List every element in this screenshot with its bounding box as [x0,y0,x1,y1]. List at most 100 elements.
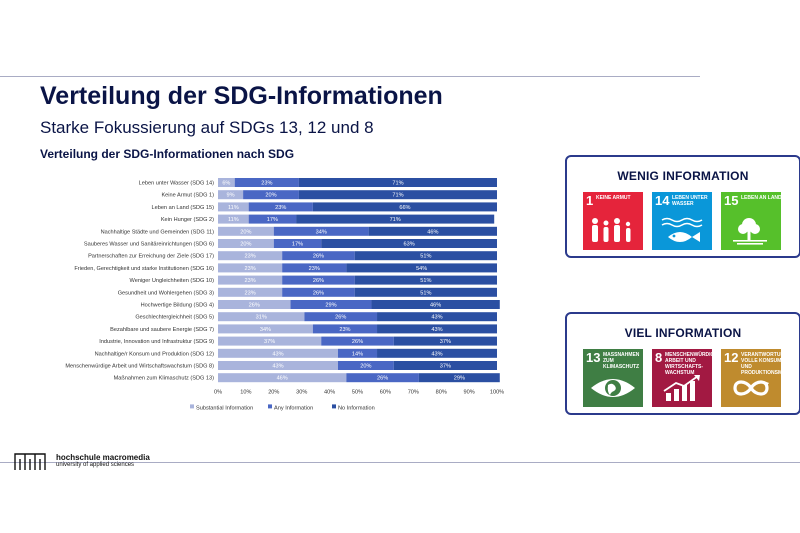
bar-segment [354,287,497,297]
data-label: 46% [427,229,438,235]
sdg-tile-number: 13 [586,350,601,365]
data-label: 26% [313,290,324,296]
data-label: 51% [420,290,431,296]
sdg-tile-label: MASSNAHMEN ZUM KLIMASCHUTZ [603,352,640,370]
bar-segment [282,251,355,261]
category-label: Weniger Ungleichheiten (SDG 10) [130,278,215,284]
sdg-tile-label: KEINE ARMUT [596,195,631,201]
logo-subtitle: university of applied sciences [56,462,135,468]
data-label: 11% [228,217,239,223]
bar-segment [290,300,372,309]
data-label: 66% [399,205,410,211]
sdg-tile-label: VERANTWORTUNGS-VOLLE KONSUM- UND PRODUKT… [741,352,800,376]
bar-segment [304,312,378,322]
slide-subtitle: Starke Fokussierung auf SDGs 13, 12 und … [40,118,374,137]
bar-segment [218,300,291,309]
viel-information-title: VIEL INFORMATION [624,326,742,340]
chart-title: Verteilung der SDG-Informationen nach SD… [40,147,295,161]
bar-segment [218,287,283,297]
category-label: Gesundheit und Wohlergehen (SDG 3) [118,290,214,296]
bar-segment [354,275,497,285]
data-label: 43% [431,315,442,321]
x-tick-label: 100% [490,389,504,395]
category-label: Menschenwürdige Arbeit und Wirtschaftswa… [65,364,214,370]
data-label: 37% [440,364,451,370]
data-label: 26% [352,339,363,345]
legend-swatch [268,404,272,409]
data-label: 26% [313,278,324,284]
sdg-tile-13: 13 MASSNAHMEN ZUM KLIMASCHUTZ [583,349,643,407]
data-label: 20% [265,193,276,199]
top-divider [0,76,700,77]
legend-entry: Any Information [274,405,313,411]
bar-segment [218,263,283,273]
sdg-tile-number: 1 [586,193,594,208]
bar-segment [282,263,347,273]
bar-segment [321,336,394,346]
data-label: 37% [440,339,451,345]
data-label: 14% [352,351,363,357]
slide-title: Verteilung der SDG-Informationen [40,82,443,110]
x-tick-label: 70% [408,389,419,395]
x-tick-label: 30% [296,389,307,395]
data-label: 46% [277,376,288,382]
data-label: 34% [316,229,327,235]
bar-segment [218,214,249,224]
legend-entry: Substantial Information [196,405,253,411]
data-label: 17% [292,242,303,248]
data-label: 26% [249,303,260,309]
bar-segment [337,361,394,370]
bar-segment [298,178,497,187]
sdg-tile-8: 8 MENSCHENWÜRDIGE ARBEIT UND WIRTSCHAFTS-… [652,349,718,407]
data-label: 37% [264,339,275,345]
data-label: 34% [260,327,271,333]
bar-segment [312,202,497,212]
data-label: 26% [335,315,346,321]
data-label: 11% [228,205,239,211]
stacked-bar-chart: Leben unter Wasser (SDG 14) 6% 23% 71% Keine… [65,178,504,411]
data-label: 43% [272,351,283,357]
sdg-tile-number: 14 [655,193,670,208]
bar-segment [337,348,378,358]
data-label: 71% [392,181,403,187]
category-label: Nachhaltige/r Konsum und Produktion (SDG… [95,351,215,357]
legend-swatch [190,404,194,409]
sdg-tile-number: 12 [724,350,739,365]
data-label: 23% [244,254,255,260]
data-label: 20% [360,364,371,370]
sdg-tile-label: LEBEN UNTER WASSER [672,195,708,207]
data-label: 26% [377,376,388,382]
category-label: Sauberes Wasser und Sanitäreinrichtungen… [84,242,214,248]
sdg-tile-14: 14 LEBEN UNTER WASSER [652,192,712,250]
data-label: 71% [392,193,403,199]
bar-segment [248,202,313,212]
bar-segment [368,226,497,236]
sdg-tile-1: 1 KEINE ARMUT [583,192,643,250]
sdg-tile-12: 12 VERANTWORTUNGS-VOLLE KONSUM- UND PRODU… [721,349,800,407]
sdg-tile-label: LEBEN AN LAND [741,195,782,201]
data-label: 51% [420,278,431,284]
bar-segment [377,312,497,322]
bar-segment [218,202,249,212]
bar-segment [296,214,495,224]
bar-segment [377,348,497,358]
sdg-tile-number: 8 [655,350,663,365]
bar-segment [393,336,497,346]
data-label: 51% [420,254,431,260]
data-label: 23% [309,266,320,272]
data-label: 26% [313,254,324,260]
data-label: 6% [222,181,230,187]
bar-segment [312,324,378,334]
bar-segment [218,348,338,358]
bar-segment [393,361,497,370]
data-label: 23% [275,205,286,211]
data-label: 54% [416,266,427,272]
data-label: 9% [227,193,235,199]
bar-segment [218,336,322,346]
macromedia-logo-icon [14,453,46,470]
bar-segment [218,251,283,261]
data-label: 23% [261,181,272,187]
category-label: Kein Hunger (SDG 2) [161,217,214,223]
data-label: 23% [244,278,255,284]
category-label: Hochwertige Bildung (SDG 4) [141,303,215,309]
